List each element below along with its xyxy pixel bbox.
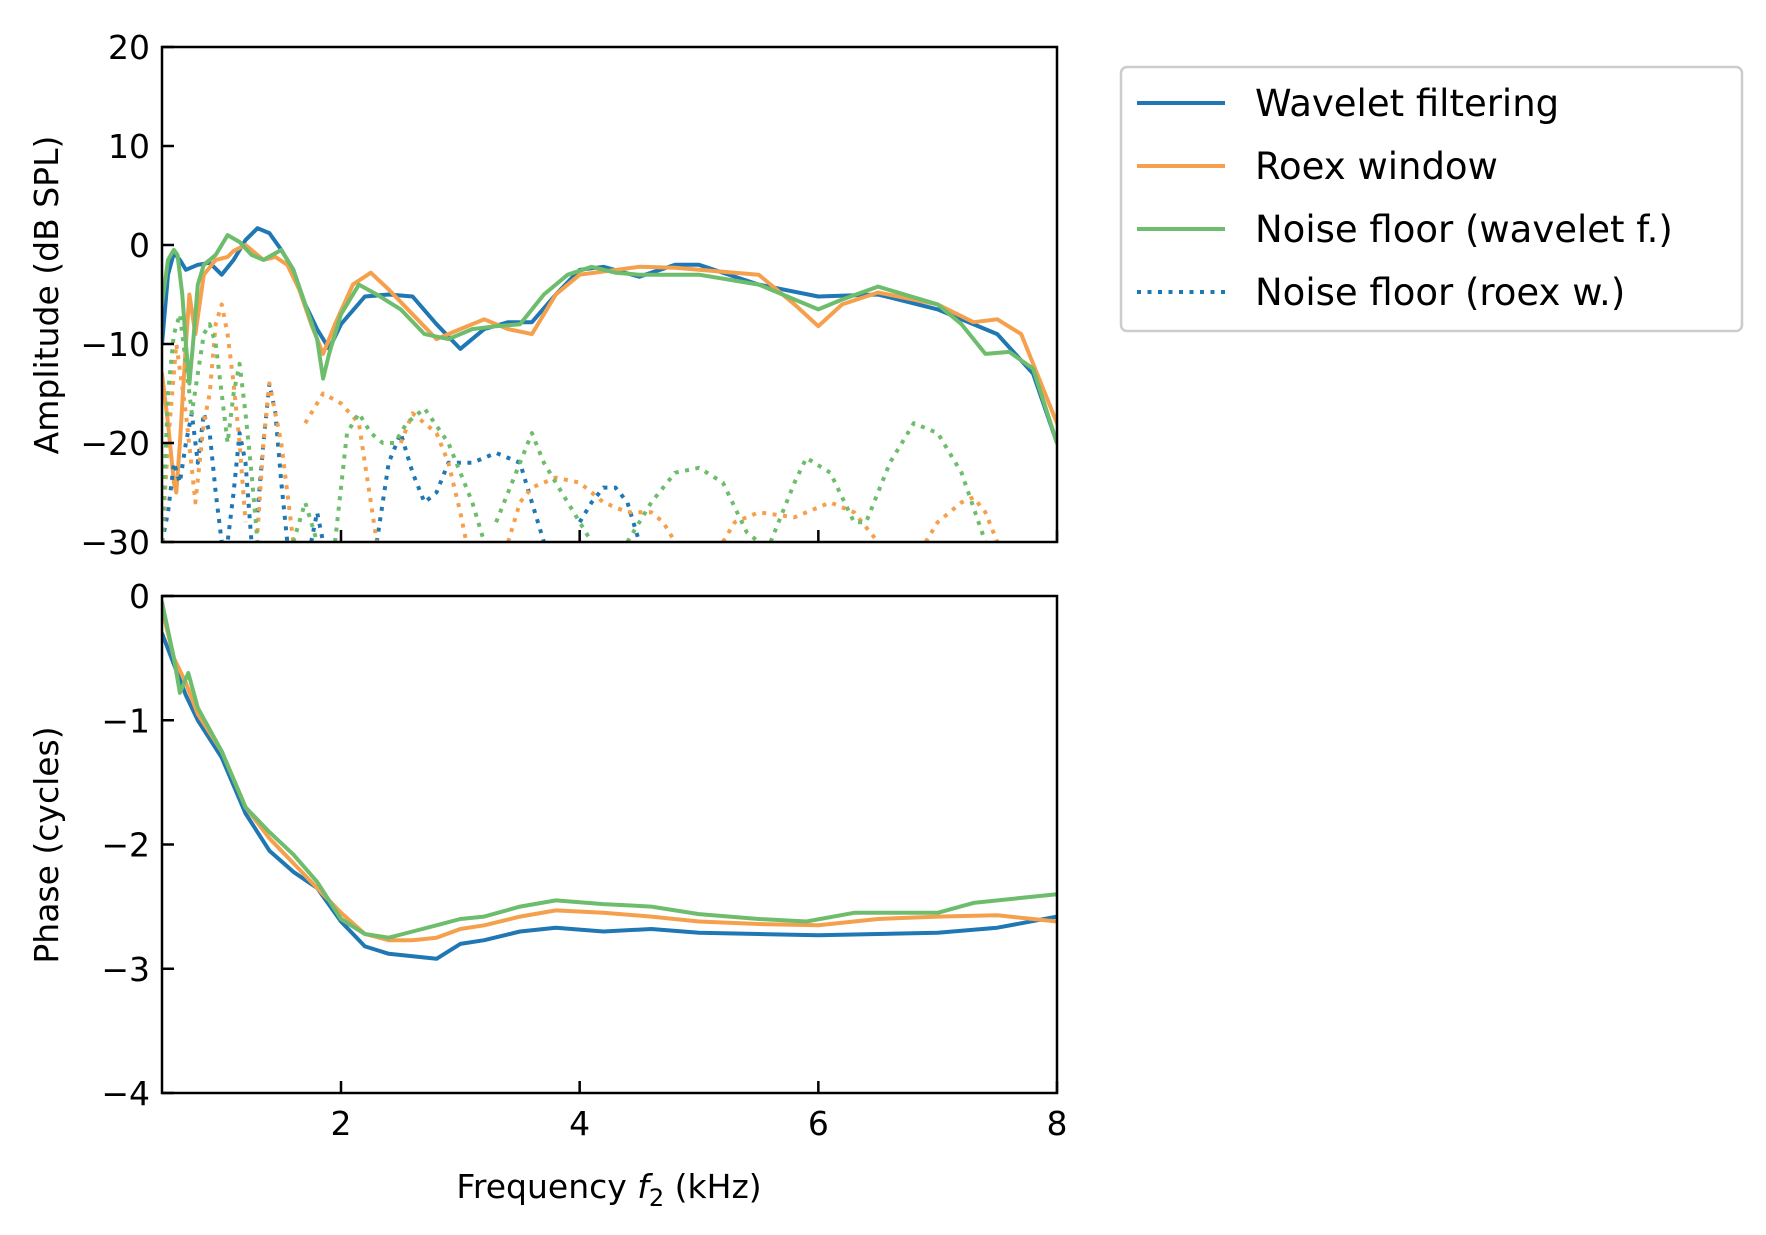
amplitude-y-tick-label: −10	[80, 325, 150, 364]
amplitude-series-dotted-5-line	[162, 312, 988, 542]
amplitude-y-axis-label: Amplitude (dB SPL)	[27, 136, 66, 455]
legend-label-noise-floor-roex-w: Noise floor (roex w.)	[1255, 271, 1625, 314]
x-axis-label-subscript: 2	[649, 1184, 664, 1212]
phase-y-tick-label: −2	[101, 826, 150, 865]
x-axis-label-prefix: Frequency	[456, 1167, 637, 1206]
phase-x-tick-label: 4	[569, 1104, 590, 1143]
legend: Wavelet filtering Roex window Noise floor …	[1119, 65, 1744, 333]
amplitude-y-tick-label: −20	[80, 424, 150, 463]
phase-series-noise-floor-wavelet-f-line	[162, 600, 1057, 940]
amplitude-panel: 20 10 0 −10 −20 −30	[80, 28, 1059, 562]
amplitude-series-noise-floor-roex-w-line	[162, 381, 642, 542]
x-axis-label-suffix: (kHz)	[664, 1167, 762, 1206]
amplitude-series-dotted-4-line	[162, 302, 1000, 542]
phase-series-roex-window-line	[162, 606, 1057, 943]
phase-panel: 0 −1 −2 −3 −4 2 4 6 8	[101, 577, 1067, 1143]
phase-x-tick-label: 6	[808, 1104, 829, 1143]
phase-y-tick-label: −4	[101, 1074, 150, 1113]
amplitude-y-tick-label: 10	[108, 127, 150, 166]
frequency-x-axis-label: Frequency f2 (kHz)	[456, 1167, 761, 1212]
phase-x-tick-label: 8	[1047, 1104, 1068, 1143]
legend-label-wavelet-filtering: Wavelet filtering	[1255, 82, 1559, 125]
amplitude-series-noise-floor-wavelet-f-line	[162, 233, 1057, 445]
legend-label-roex-window: Roex window	[1255, 145, 1498, 188]
phase-y-tick-label: 0	[129, 577, 150, 616]
amplitude-axes-frame	[160, 45, 1059, 544]
phase-series-group	[162, 600, 1057, 961]
legend-label-noise-floor-wavelet-f: Noise floor (wavelet f.)	[1255, 208, 1673, 251]
phase-y-axis-label: Phase (cycles)	[27, 726, 66, 963]
phase-axes-frame	[160, 594, 1059, 1095]
phase-y-tick-label: −3	[101, 950, 150, 989]
amplitude-series-wavelet-filtering-line	[162, 226, 1057, 445]
legend-box	[1119, 65, 1744, 333]
amplitude-series-group	[162, 226, 1057, 542]
phase-series-wavelet-filtering-line	[162, 631, 1057, 961]
amplitude-y-tick-label: −30	[80, 523, 150, 562]
amplitude-y-tick-label: 20	[108, 28, 150, 67]
phase-x-tick-label: 2	[331, 1104, 352, 1143]
amplitude-series-roex-window-line	[162, 243, 1057, 495]
amplitude-y-tick-label: 0	[129, 226, 150, 265]
phase-y-tick-label: −1	[101, 701, 150, 740]
